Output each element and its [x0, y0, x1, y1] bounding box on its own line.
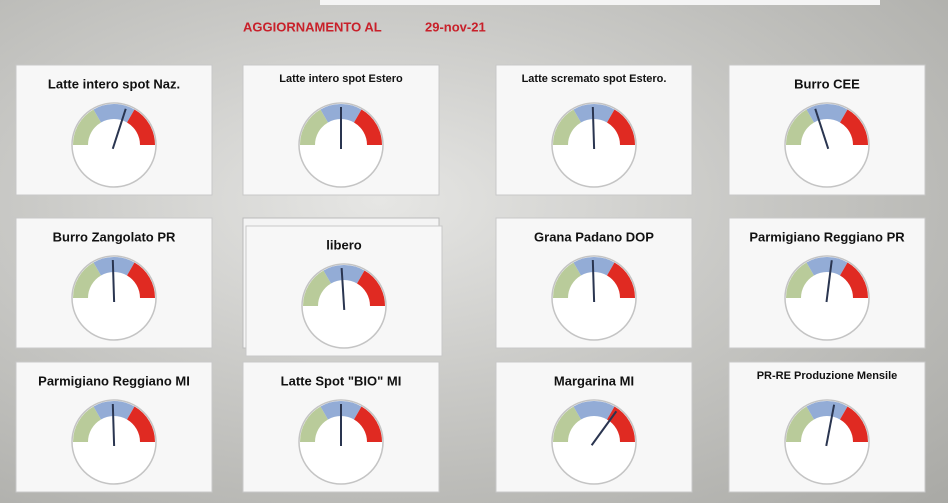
gauge-zone — [806, 104, 848, 123]
gauge-title: Margarina MI — [554, 373, 634, 388]
gauge-zone — [840, 109, 868, 145]
gauge-needle — [825, 260, 833, 303]
gauge-zone — [354, 406, 382, 442]
gauge-zone — [607, 262, 635, 298]
gauge-title: Burro Zangolato PR — [53, 229, 176, 244]
gauge-zone — [607, 109, 635, 145]
gauge-zone — [127, 262, 155, 298]
gauge-title: PR-RE Produzione Mensile — [757, 370, 898, 382]
gauge-zone — [840, 406, 868, 442]
gauge-needle — [111, 108, 127, 150]
gauge-title: Latte Spot "BIO" MI — [281, 373, 402, 388]
gauge-needle — [814, 108, 830, 150]
gauge-needle — [340, 268, 346, 311]
update-label: AGGIORNAMENTO AL — [243, 19, 382, 34]
gauge-zone — [553, 262, 581, 298]
top-bar — [320, 0, 880, 5]
gauge-title: Parmigiano Reggiano MI — [38, 373, 190, 388]
gauge-zone — [573, 400, 615, 420]
gauge-zone — [303, 270, 331, 306]
gauge-zone — [73, 262, 101, 298]
gauge-needle — [111, 259, 116, 303]
gauge-zone — [127, 109, 155, 145]
gauge-title: libero — [326, 237, 361, 252]
gauge-zone — [323, 264, 365, 284]
gauge-needle — [825, 404, 836, 447]
gauge-zone — [806, 256, 848, 276]
gauge-title: Latte scremato spot Estero. — [522, 73, 667, 85]
gauge-zone — [840, 262, 868, 298]
update-date: 29-nov-21 — [425, 19, 486, 34]
gauge-title: Burro CEE — [794, 76, 860, 91]
gauge-zone — [354, 109, 382, 145]
gauge-zone — [300, 109, 328, 145]
gauge-needle — [591, 259, 596, 303]
gauge-zone — [300, 406, 328, 442]
gauge-zone — [553, 109, 581, 145]
gauge-needle — [111, 403, 116, 447]
gauge-zone — [73, 109, 101, 145]
gauge-needle — [590, 410, 618, 446]
gauge-title: Parmigiano Reggiano PR — [749, 229, 905, 244]
gauge-zone — [93, 104, 135, 123]
gauge-zone — [786, 406, 814, 442]
gauge-needle — [591, 106, 596, 150]
gauge-zone — [127, 406, 155, 442]
gauge-zone — [357, 270, 385, 306]
gauge-title: Grana Padano DOP — [534, 229, 654, 244]
gauge-title: Latte intero spot Estero — [279, 73, 403, 85]
gauge-zone — [786, 109, 814, 145]
gauge-title: Latte intero spot Naz. — [48, 76, 180, 91]
gauge-zone — [553, 406, 581, 442]
gauge-zone — [73, 406, 101, 442]
gauge-zone — [806, 400, 848, 420]
gauge-zone — [786, 262, 814, 298]
